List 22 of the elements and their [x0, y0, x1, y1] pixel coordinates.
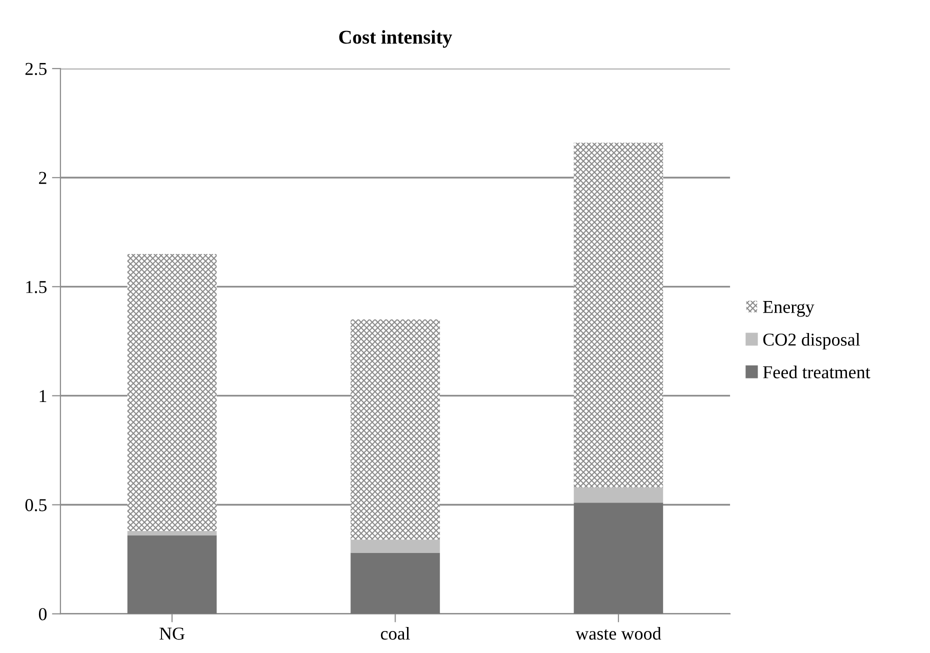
bar [574, 487, 664, 503]
legend-label: Energy [763, 301, 814, 317]
y-tick-label: 2.5 [25, 62, 47, 76]
bar [574, 502, 664, 614]
y-tick-label: 2 [39, 172, 46, 184]
bar [127, 530, 217, 536]
legend-label: CO2 disposal [763, 333, 860, 350]
x-tick-label: waste wood [576, 627, 662, 640]
y-tick-label: 1 [40, 390, 46, 402]
bar [350, 540, 440, 553]
y-tick-label: 0.5 [25, 499, 47, 512]
y-tick-label: 1.5 [26, 281, 47, 294]
x-tick-label: NG [160, 628, 185, 640]
legend-label: Feed treatment [763, 366, 870, 378]
bar [127, 535, 217, 614]
bar [574, 142, 664, 488]
bar [127, 254, 217, 531]
y-tick-label: 0 [38, 608, 47, 620]
x-tick-label: coal [380, 627, 410, 640]
bar [350, 319, 440, 540]
bar [350, 552, 440, 614]
chart-title: Cost intensity [339, 30, 452, 48]
